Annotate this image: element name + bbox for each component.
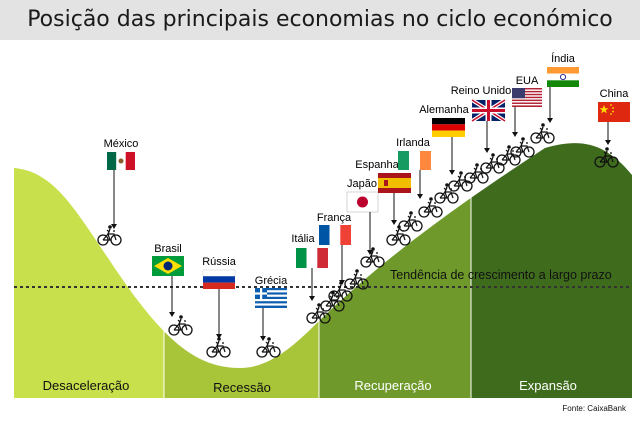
phase-label-recuperacao: Recuperação (354, 378, 431, 393)
india-flag-icon (547, 67, 579, 87)
bike-icon (360, 246, 385, 268)
ireland-flag-icon (398, 151, 431, 170)
phase-label-expansao: Expansão (519, 378, 577, 393)
country-label: Espanha (355, 159, 399, 171)
phase-label-desaceleracao: Desaceleração (43, 378, 130, 393)
bike-icon (398, 210, 423, 232)
country-china: China (594, 88, 630, 168)
greece-flag-icon (255, 288, 287, 308)
phase-expansao-region (471, 143, 632, 398)
country-label: Índia (551, 52, 576, 65)
country-eua: EUA (510, 75, 542, 158)
phase-label-recessao: Recessão (213, 380, 271, 395)
bike-icon (464, 162, 489, 184)
usa-flag-icon (512, 88, 542, 107)
page-title: Posição das principais economias no cicl… (27, 7, 613, 32)
bike-icon (480, 152, 505, 174)
italy-flag-icon (296, 248, 328, 268)
uk-flag-icon (470, 98, 507, 123)
source-label: Fonte: CaixaBank (562, 404, 627, 413)
japan-flag-icon (346, 191, 379, 213)
bike-icon (510, 136, 535, 158)
country-alemanha: Alemanha (419, 104, 473, 192)
bike-icon (206, 336, 231, 358)
bike-icon (386, 224, 411, 246)
country-india: Índia (530, 52, 579, 144)
bike-icon (168, 314, 193, 336)
mexico-flag-icon (107, 152, 135, 170)
country-label: Grécia (255, 275, 288, 287)
country-label: EUA (516, 75, 539, 87)
country-label: México (104, 138, 139, 150)
russia-flag-icon (202, 269, 236, 289)
china-flag-icon (598, 102, 630, 122)
country-label: Brasil (154, 243, 182, 255)
spain-flag-icon (378, 173, 411, 193)
country-reino-unido: Reino Unido (451, 85, 512, 174)
country-label: Alemanha (419, 104, 469, 116)
country-label: Reino Unido (451, 85, 512, 97)
country-grecia: Grécia (255, 275, 288, 358)
country-irlanda: Irlanda (396, 137, 443, 218)
country-brasil: Brasil (152, 243, 193, 336)
country-mexico: México (97, 138, 139, 246)
country-label: Itália (291, 233, 315, 245)
brazil-flag-icon (152, 256, 184, 276)
title-bar (0, 0, 640, 40)
bike-icon (496, 144, 521, 166)
bike-icon (97, 224, 122, 246)
bike-icon (530, 122, 555, 144)
country-label: Rússia (202, 256, 237, 268)
country-russia: Rússia (202, 256, 237, 358)
country-japao: Japão (346, 178, 385, 268)
phase-recessao-region (164, 143, 319, 398)
bike-icon (256, 336, 281, 358)
country-label: Japão (347, 178, 377, 190)
country-franca: França (317, 212, 353, 302)
germany-flag-icon (432, 118, 465, 137)
country-espanha: Espanha (355, 159, 411, 246)
country-label: Irlanda (396, 137, 431, 149)
france-flag-icon (319, 225, 351, 245)
country-label: China (600, 88, 630, 100)
phase-desaceleracao-region (14, 143, 164, 398)
country-italia: Itália (291, 233, 331, 324)
trend-label: Tendência de crescimento a largo prazo (390, 268, 612, 282)
country-label: França (317, 212, 352, 224)
bike-icon (418, 196, 443, 218)
